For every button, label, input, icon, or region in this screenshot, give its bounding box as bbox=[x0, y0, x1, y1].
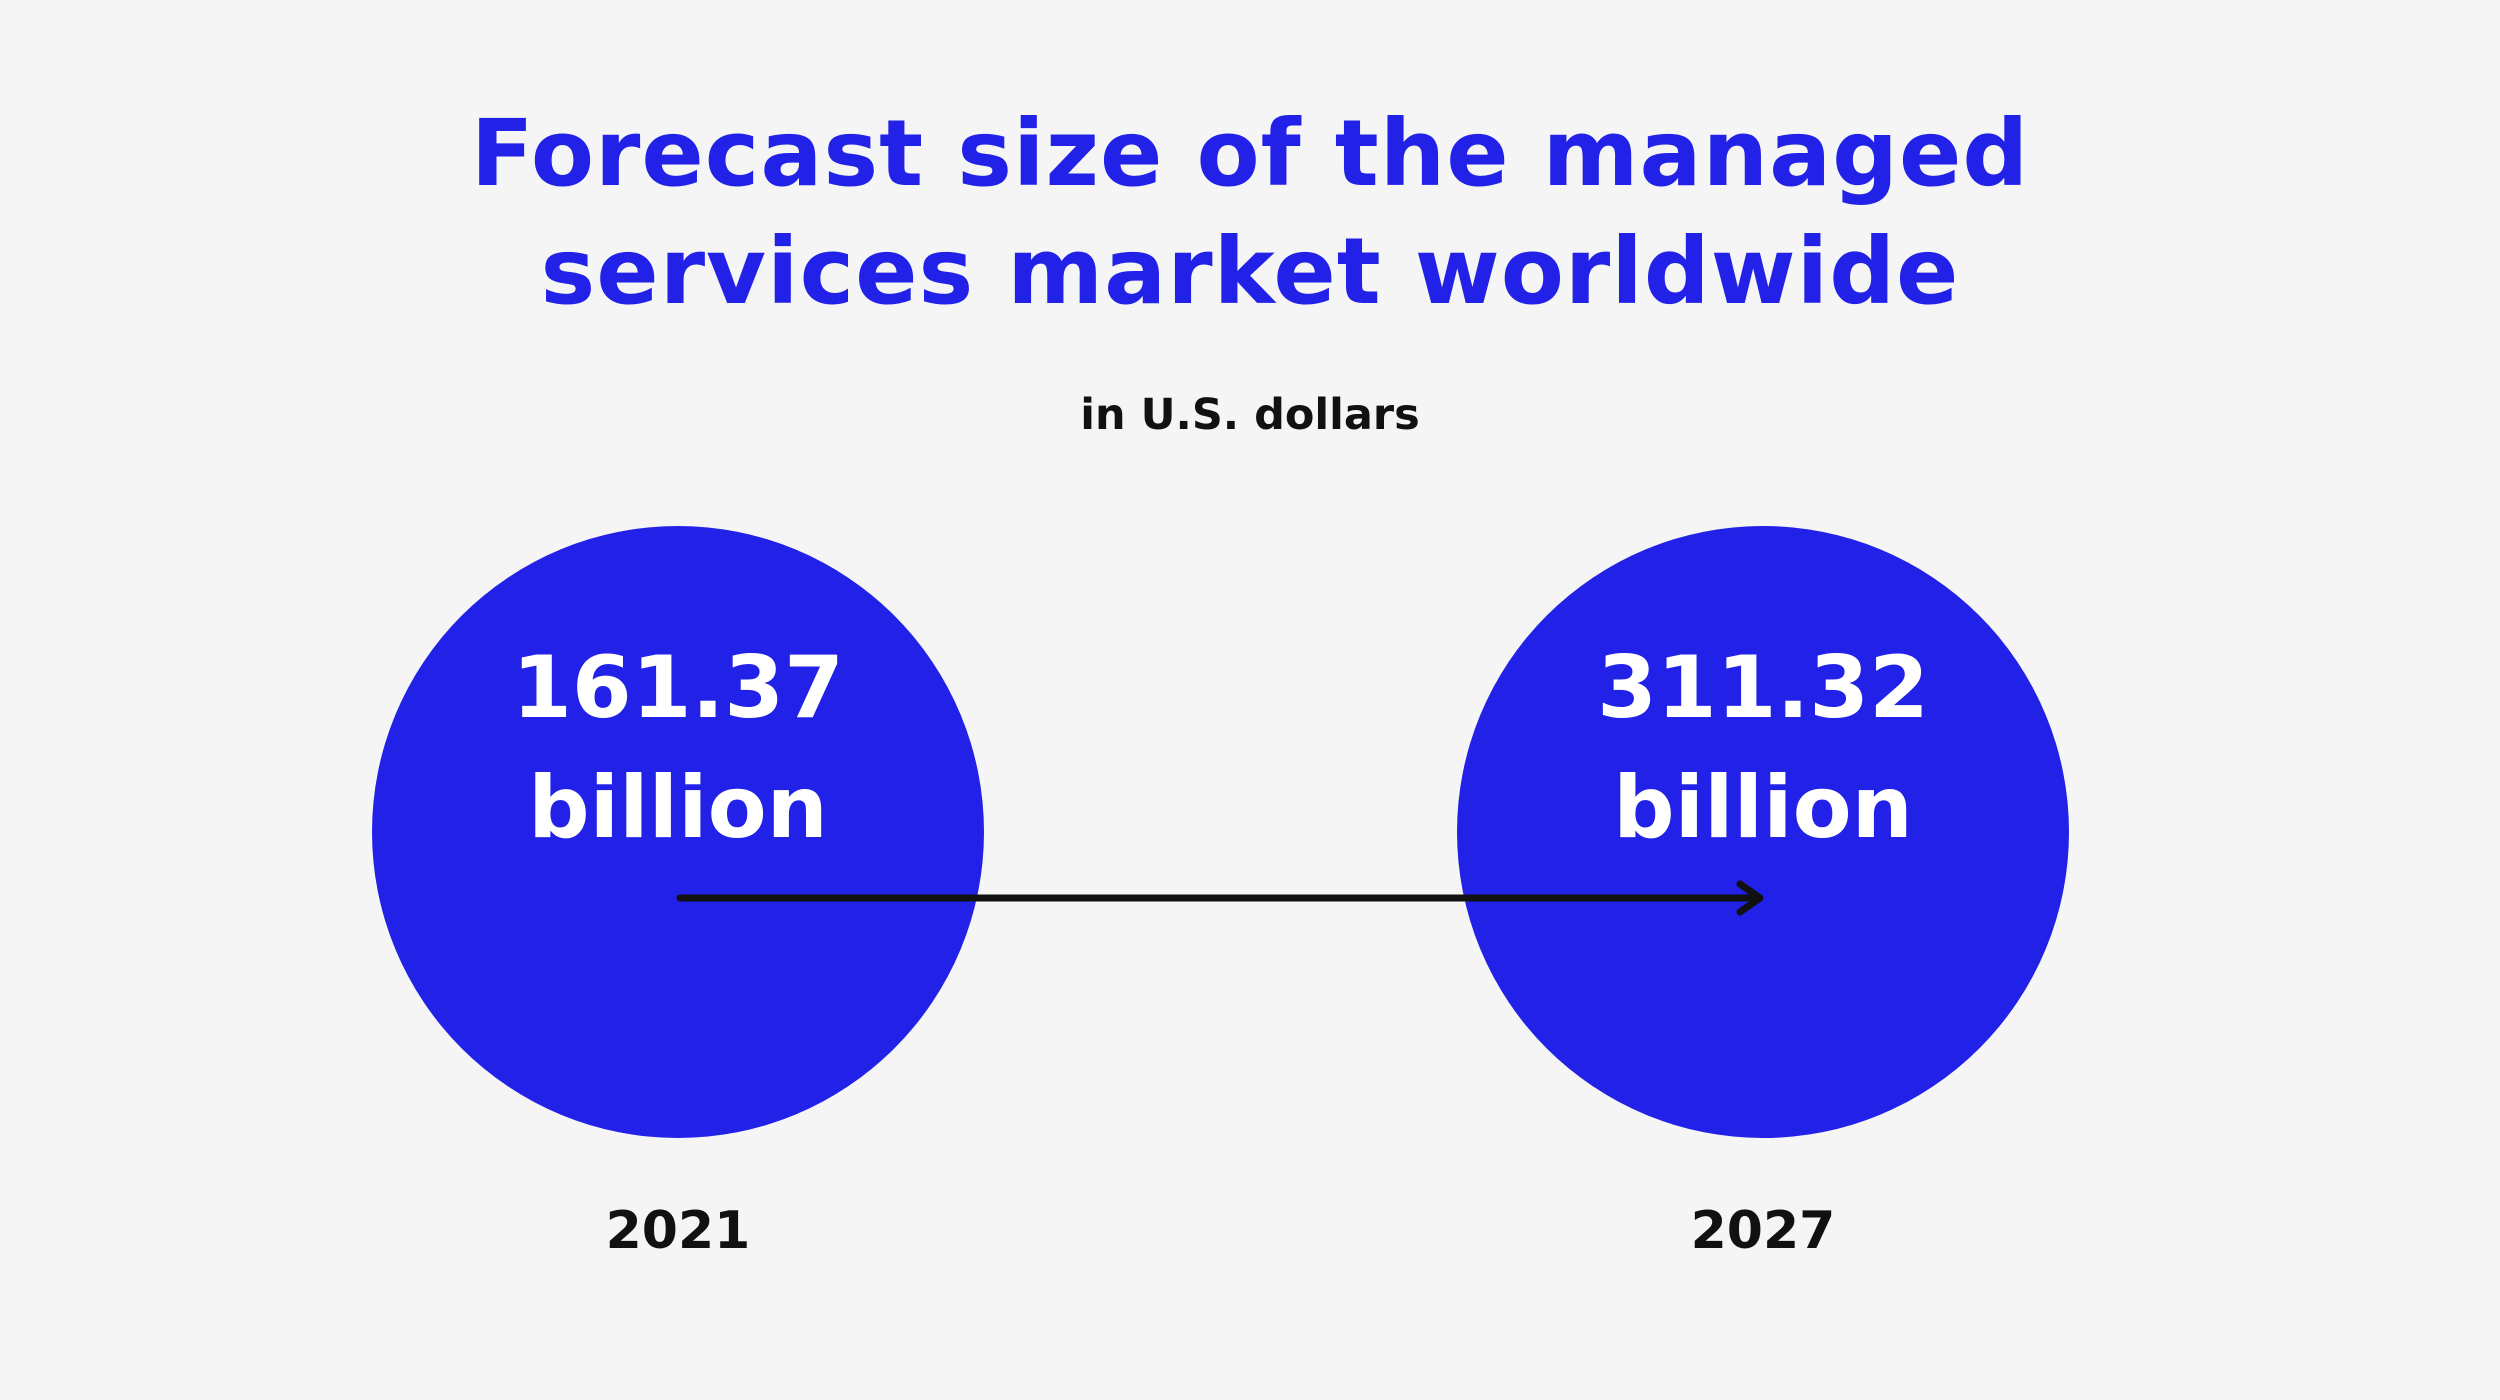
value-label-2027: 311.32 bbox=[1597, 638, 1929, 738]
value-bubble-2021 bbox=[372, 526, 984, 1138]
chart-title: Forecast size of the managed services ma… bbox=[0, 95, 2500, 331]
chart-title-line-2: services market worldwide bbox=[540, 218, 1960, 325]
chart-subtitle: in U.S. dollars bbox=[1080, 390, 1420, 440]
growth-arrow-head bbox=[1736, 880, 1764, 916]
year-label-2021: 2021 bbox=[606, 1201, 751, 1261]
unit-label-2027: billion bbox=[1613, 758, 1913, 858]
year-label-2027: 2027 bbox=[1691, 1201, 1836, 1261]
unit-label-2021: billion bbox=[528, 758, 828, 858]
value-label-2021: 161.37 bbox=[512, 638, 844, 738]
value-bubble-2027 bbox=[1457, 526, 2069, 1138]
chart-title-line-1: Forecast size of the managed bbox=[470, 100, 2030, 207]
